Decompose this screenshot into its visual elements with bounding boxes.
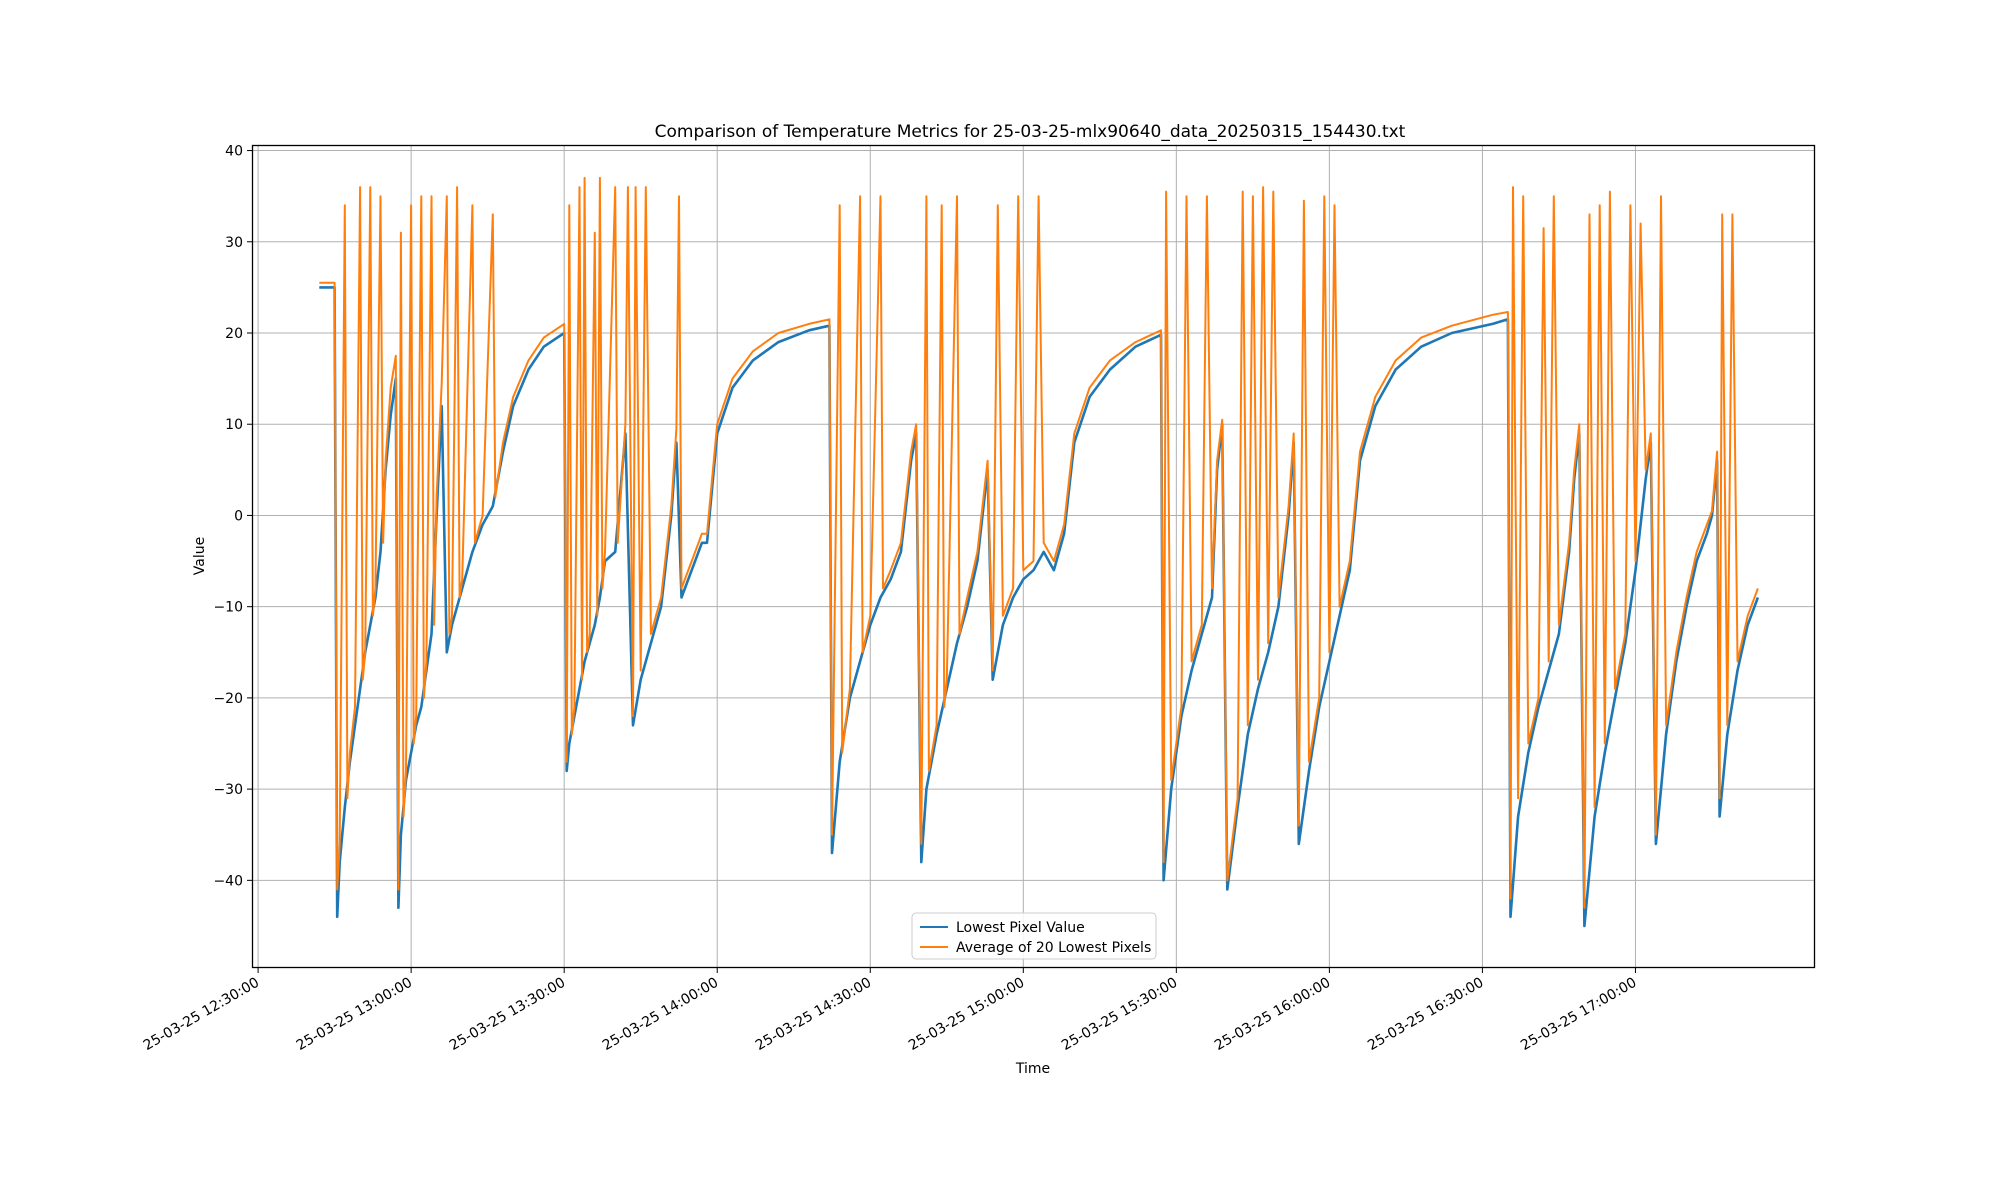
- y-tick-label: −10: [213, 600, 243, 616]
- chart-title: Comparison of Temperature Metrics for 25…: [655, 122, 1406, 142]
- y-tick-label: 40: [225, 144, 243, 160]
- y-tick-label: −30: [213, 782, 243, 798]
- y-axis: 40 30 20 10 0 −10 −20 −30 −40: [213, 144, 253, 889]
- y-tick-label: 0: [234, 508, 243, 524]
- y-tick-label: 30: [225, 235, 243, 251]
- series-line-0: [319, 286, 1760, 928]
- y-tick-label: −20: [213, 691, 243, 707]
- legend-label-1: Average of 20 Lowest Pixels: [956, 940, 1151, 956]
- y-axis-label: Value: [192, 537, 208, 575]
- legend-label-0: Lowest Pixel Value: [956, 920, 1085, 936]
- grid: [253, 146, 1814, 967]
- x-axis-label: Time: [1015, 1061, 1050, 1077]
- y-tick-label: −40: [213, 873, 243, 889]
- series-line-1: [319, 176, 1759, 909]
- series-layer: [319, 176, 1760, 928]
- legend-box: [911, 912, 1157, 960]
- y-tick-label: 10: [225, 417, 243, 433]
- y-tick-label: 20: [225, 326, 243, 342]
- legend: Lowest Pixel Value Average of 20 Lowest P…: [911, 912, 1157, 960]
- plot-frame: [251, 144, 1816, 969]
